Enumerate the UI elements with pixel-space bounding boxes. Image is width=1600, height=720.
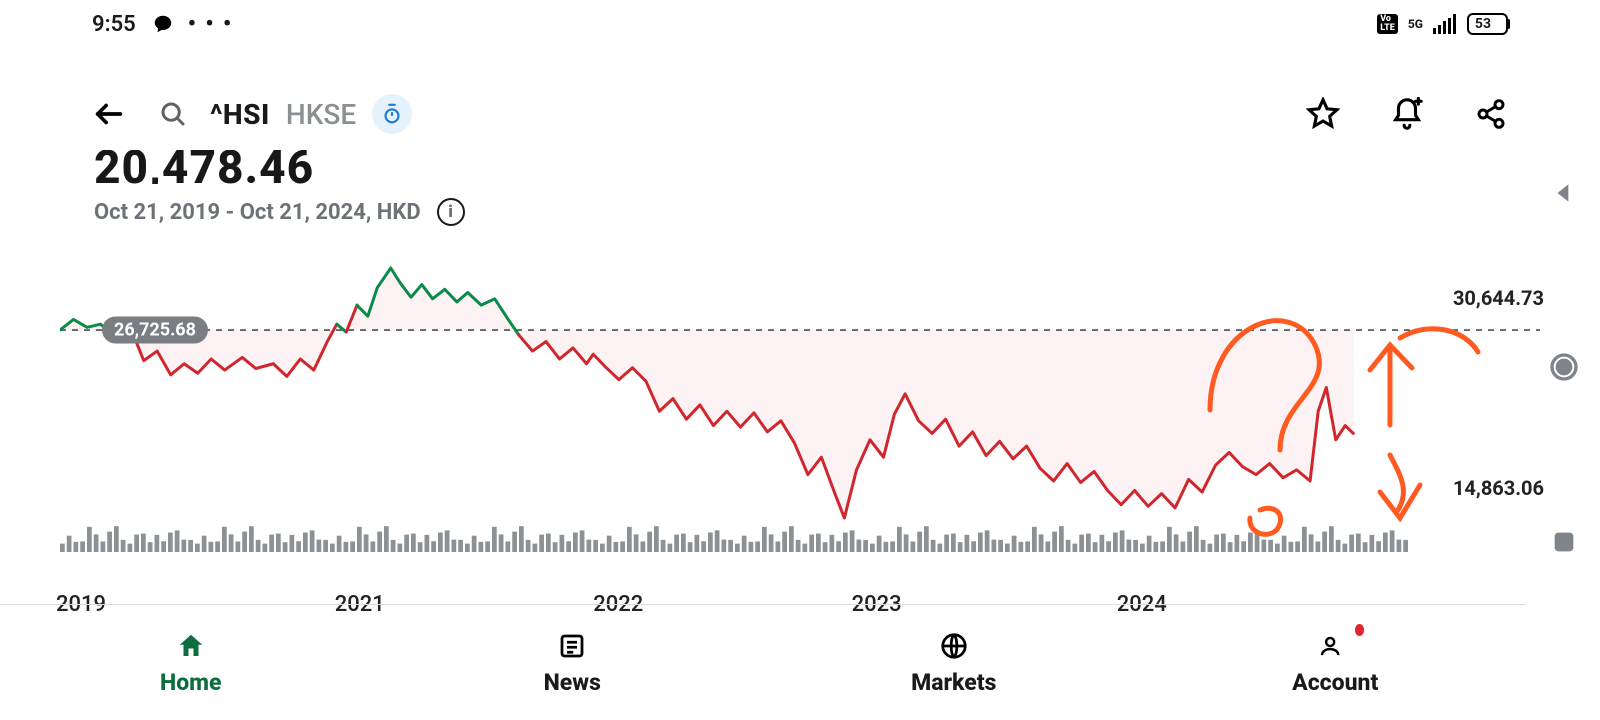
stopwatch-button[interactable] — [372, 94, 412, 134]
date-range: Oct 21, 2019 - Oct 21, 2024, HKD — [94, 200, 421, 225]
app-bar: ^HSI HKSE — [0, 78, 1600, 150]
home-icon — [174, 629, 208, 663]
system-side-controls — [1542, 180, 1586, 560]
side-record-icon[interactable] — [1548, 351, 1580, 387]
more-dots-icon: • • • — [188, 12, 233, 37]
price-value-partial: 20,478.46 — [94, 150, 1506, 184]
bottom-nav: Home News Markets Account — [0, 604, 1526, 720]
info-icon[interactable]: i — [437, 198, 465, 226]
y-axis-high-label: 30,644.73 — [1447, 286, 1544, 310]
price-chart[interactable]: 26,725.68 30,644.73 14,863.06 2019202120… — [60, 260, 1540, 552]
nav-account[interactable]: Account — [1145, 605, 1527, 720]
chart-canvas — [60, 260, 1540, 552]
news-icon — [555, 629, 589, 663]
signal-bars-icon — [1433, 14, 1457, 34]
search-icon[interactable] — [152, 93, 194, 135]
price-header: 20,478.46 Oct 21, 2019 - Oct 21, 2024, H… — [94, 150, 1506, 226]
side-stop-icon[interactable] — [1550, 528, 1578, 560]
battery-pct: 53 — [1475, 16, 1491, 32]
nav-news[interactable]: News — [382, 605, 764, 720]
ticker-exchange: HKSE — [286, 98, 356, 131]
volte-icon: VoLTE — [1377, 14, 1398, 34]
y-axis-low-label: 14,863.06 — [1447, 476, 1544, 500]
star-button[interactable] — [1302, 93, 1344, 135]
battery-icon: 53 — [1467, 13, 1508, 35]
nav-label: Account — [1292, 669, 1378, 696]
nav-home[interactable]: Home — [0, 605, 382, 720]
nav-label: News — [544, 669, 601, 696]
globe-icon — [937, 629, 971, 663]
nav-label: Home — [160, 669, 222, 696]
bell-plus-button[interactable] — [1386, 93, 1428, 135]
nav-markets[interactable]: Markets — [763, 605, 1145, 720]
network-5g-icon: 5G — [1408, 17, 1423, 31]
notification-dot-icon — [1355, 624, 1365, 636]
account-icon — [1318, 629, 1352, 663]
side-collapse-left-icon[interactable] — [1551, 180, 1577, 210]
chat-bubble-icon — [152, 13, 174, 35]
share-button[interactable] — [1470, 93, 1512, 135]
back-button[interactable] — [88, 93, 130, 135]
ticker-symbol[interactable]: ^HSI — [210, 98, 270, 131]
nav-label: Markets — [911, 669, 996, 696]
status-time: 9:55 — [92, 12, 136, 37]
status-bar: 9:55 • • • VoLTE 5G 53 — [0, 0, 1600, 48]
baseline-start-badge: 26,725.68 — [102, 317, 208, 344]
